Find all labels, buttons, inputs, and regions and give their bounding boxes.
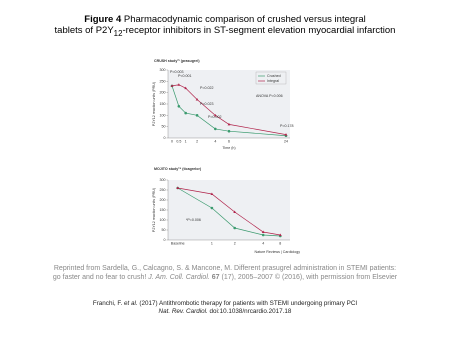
y-tick-label: 250 xyxy=(160,79,166,83)
x-axis-label: Time (h) xyxy=(222,146,235,150)
data-point xyxy=(184,111,187,115)
y-tick-label: 300 xyxy=(160,68,166,72)
caption-text: (17), 2005–2007 © (2016), with permissio… xyxy=(219,274,398,281)
x-tick-label: 2 xyxy=(196,139,198,143)
plot-background xyxy=(168,180,290,240)
x-tick-label: 4 xyxy=(214,139,216,143)
y-tick-label: 100 xyxy=(160,218,166,222)
legend-box xyxy=(255,71,287,85)
annotation: P=0.002 xyxy=(208,115,222,119)
annotation: ANOVA P=0.006 xyxy=(256,94,283,98)
figure-label: Figure 4 xyxy=(84,14,122,25)
plot-background xyxy=(168,70,290,138)
data-point xyxy=(195,97,199,101)
citation-text: doi:10.1038/nrcardio.2017.18 xyxy=(207,308,292,315)
y-tick-label: 200 xyxy=(160,91,166,95)
y-tick-label: 50 xyxy=(162,228,166,232)
annotation: P=0.023 xyxy=(200,102,214,106)
annotation: P<0.001 xyxy=(178,74,192,78)
y-tick-label: 50 xyxy=(162,125,166,129)
data-point xyxy=(177,83,181,86)
caption-text: go faster and no fear to crush! xyxy=(52,274,149,281)
annotation: P=0.178 xyxy=(280,124,294,128)
legend-label: Crushed xyxy=(267,74,281,78)
figure-credit: Nature Reviews | Cardiology xyxy=(255,250,301,254)
data-point xyxy=(278,233,282,236)
citation-journal: Nat. Rev. Cardiol. xyxy=(158,308,208,315)
title-text: tablets of P2Y xyxy=(54,25,114,36)
data-point xyxy=(227,122,231,126)
caption-volume: 67 xyxy=(211,274,220,281)
y-axis-label: P2Y12 reaction units (PRU) xyxy=(152,82,156,126)
data-point xyxy=(210,206,214,210)
citation-text: Franchi, F. xyxy=(92,300,125,307)
x-tick-label: 1 xyxy=(185,139,187,143)
data-point xyxy=(176,186,180,189)
caption-journal: J. Am. Coll. Cardiol. xyxy=(148,274,210,281)
data-point xyxy=(214,127,217,131)
y-tick-label: 150 xyxy=(160,102,166,106)
figure: CRUSH study²³ (prasugrel)050100150200250… xyxy=(152,59,301,254)
annotation: P=0.003 xyxy=(170,70,184,74)
y-tick-label: 250 xyxy=(160,188,166,192)
panel-title: MOJITO study²⁴ (ticagrelor) xyxy=(154,167,202,171)
x-tick-label: 4 xyxy=(262,241,264,245)
data-point xyxy=(233,210,237,213)
x-tick-label: 1 xyxy=(211,241,213,245)
x-tick-label: 2 xyxy=(234,241,236,245)
x-tick-label: 0.5 xyxy=(176,139,181,143)
x-tick-label: 8 xyxy=(279,241,281,245)
caption-text: Reprinted from Sardella, G., Calcagno, S… xyxy=(53,265,397,272)
y-tick-label: 200 xyxy=(160,198,166,202)
data-point xyxy=(284,133,288,136)
y-tick-label: 300 xyxy=(160,178,166,182)
data-point xyxy=(233,226,236,230)
x-tick-label: 0 xyxy=(171,139,173,143)
x-tick-label: 24 xyxy=(284,139,288,143)
title-subscript: 12 xyxy=(113,28,123,38)
y-tick-label: 0 xyxy=(164,238,166,242)
legend-label: Integral xyxy=(267,79,279,83)
data-point xyxy=(261,230,265,233)
y-tick-label: 100 xyxy=(160,113,166,117)
data-point xyxy=(210,192,214,195)
panel-title: CRUSH study²³ (prasugrel) xyxy=(154,59,200,63)
x-tick-label: 6 xyxy=(228,139,230,143)
y-tick-label: 150 xyxy=(160,208,166,212)
citation: Franchi, F. et al. (2017) Antithrombotic… xyxy=(0,300,450,316)
data-point xyxy=(170,84,174,87)
data-point xyxy=(195,114,199,117)
data-point xyxy=(261,233,265,237)
figure-title: Figure 4 Pharmacodynamic comparison of c… xyxy=(0,14,450,39)
data-point xyxy=(184,86,188,90)
citation-text: (2017) Antithrombotic therapy for patien… xyxy=(137,300,358,307)
data-point xyxy=(213,113,217,117)
annotation: P=0.022 xyxy=(200,86,214,90)
caption: Reprinted from Sardella, G., Calcagno, S… xyxy=(0,264,450,282)
citation-text: et al. xyxy=(124,300,138,307)
data-point xyxy=(177,104,181,108)
x-tick-label: Baseline xyxy=(171,241,185,245)
y-tick-label: 0 xyxy=(164,136,166,140)
title-text: Pharmacodynamic comparison of crushed ve… xyxy=(123,14,366,25)
annotation: *P=0.006 xyxy=(186,218,201,222)
y-axis-label: P2Y12 reaction units (PRU) xyxy=(152,188,156,232)
title-text: -receptor inhibitors in ST-segment eleva… xyxy=(122,25,396,36)
data-point xyxy=(227,129,231,133)
